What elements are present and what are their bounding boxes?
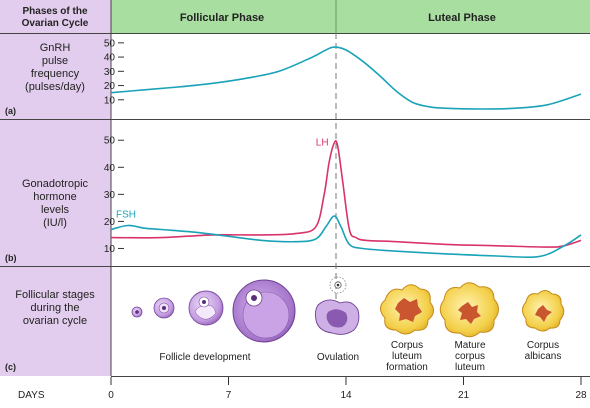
luteal-phase-header <box>336 0 590 33</box>
caption-mature-corpus-luteum: Mature <box>454 340 486 351</box>
mature-corpus-luteum-icon <box>439 282 499 338</box>
stage-captions: Follicle development Ovulation Corpus lu… <box>159 340 561 373</box>
y-tick-label-b: 20 <box>104 217 116 228</box>
gonadotropin-chart: 10 20 30 40 50 LH FSH <box>104 136 582 259</box>
lh-series-line <box>110 140 582 248</box>
caption-corpus-luteum-formation: formation <box>386 362 428 373</box>
gnrh-chart: 10 20 30 40 50 <box>104 38 582 110</box>
panel-c-label: Follicular stages during the ovarian cyc… <box>15 289 95 327</box>
panel-b-label-bg <box>0 120 111 266</box>
caption-ovulation: Ovulation <box>317 352 359 363</box>
follicular-phase-header <box>111 0 336 33</box>
panel-a-label-line: (pulses/day) <box>25 81 85 93</box>
y-tick-label-b: 10 <box>104 244 116 255</box>
corner-title-line-1: Phases of the <box>22 6 87 17</box>
y-tick-label-b: 40 <box>104 163 116 174</box>
panel-b-tag: (b) <box>5 253 17 263</box>
panel-c-label-line: Follicular stages <box>15 289 95 301</box>
corpus-luteum-formation-icon <box>380 284 434 335</box>
secondary-follicle-icon <box>188 290 224 326</box>
caption-follicle-development: Follicle development <box>159 352 250 363</box>
days-tick-label: 0 <box>108 390 114 401</box>
y-tick-label-a: 40 <box>104 53 116 64</box>
primordial-follicle-icon <box>131 306 143 318</box>
days-tick-label: 7 <box>226 390 232 401</box>
ovulated-oocyte-icon <box>329 276 347 294</box>
mature-follicle-icon <box>232 279 296 343</box>
y-tick-label-a: 50 <box>104 38 116 49</box>
ruptured-follicle-icon <box>314 299 360 335</box>
panel-a-label-bg <box>0 34 111 119</box>
panel-a-label: GnRH pulse frequency (pulses/day) <box>25 42 85 93</box>
y-tick-label-a: 20 <box>104 81 116 92</box>
corpus-albicans-icon <box>522 290 565 332</box>
caption-corpus-luteum-formation: luteum <box>392 351 422 362</box>
y-tick-label-b: 50 <box>104 136 116 147</box>
panel-b-label-line: Gonadotropic <box>22 178 89 190</box>
panel-a-label-line: GnRH <box>40 42 71 54</box>
lh-series-label: LH <box>316 138 329 149</box>
gnrh-series-line <box>110 46 582 110</box>
days-tick-label: 14 <box>340 390 352 401</box>
fsh-series-label: FSH <box>116 209 136 220</box>
caption-corpus-albicans: albicans <box>525 351 562 362</box>
panel-a-tag: (a) <box>5 106 16 116</box>
caption-corpus-albicans: Corpus <box>527 340 559 351</box>
caption-mature-corpus-luteum: corpus <box>455 351 485 362</box>
luteal-phase-label: Luteal Phase <box>428 12 496 24</box>
primary-follicle-icon <box>153 297 175 319</box>
corner-title-line-2: Ovarian Cycle <box>22 18 89 29</box>
panel-c-label-bg <box>0 267 111 376</box>
panel-c-tag: (c) <box>5 362 16 372</box>
y-tick-label-b: 30 <box>104 190 116 201</box>
y-tick-label-a: 30 <box>104 67 116 78</box>
caption-corpus-luteum-formation: Corpus <box>391 340 423 351</box>
follicle-stage-illustrations <box>131 276 565 343</box>
corner-title-bg <box>0 0 111 33</box>
panel-a-label-line: frequency <box>31 68 80 80</box>
panel-b-label-line: hormone <box>33 191 76 203</box>
panel-c-label-line: ovarian cycle <box>23 315 87 327</box>
days-tick-label: 28 <box>575 390 587 401</box>
days-tick-label: 21 <box>458 390 470 401</box>
days-axis: DAYS 0 7 14 21 28 <box>18 377 587 401</box>
panel-b-label-line: levels <box>41 204 70 216</box>
y-tick-label-a: 10 <box>104 95 116 106</box>
fsh-series-line <box>110 215 582 259</box>
follicular-phase-label: Follicular Phase <box>180 12 264 24</box>
caption-mature-corpus-luteum: luteum <box>455 362 485 373</box>
days-axis-label: DAYS <box>18 390 45 401</box>
panel-c-label-line: during the <box>31 302 80 314</box>
panel-b-label-line: (IU/l) <box>43 217 67 229</box>
panel-a-label-line: pulse <box>42 55 68 67</box>
panel-b-label: Gonadotropic hormone levels (IU/l) <box>22 178 89 229</box>
